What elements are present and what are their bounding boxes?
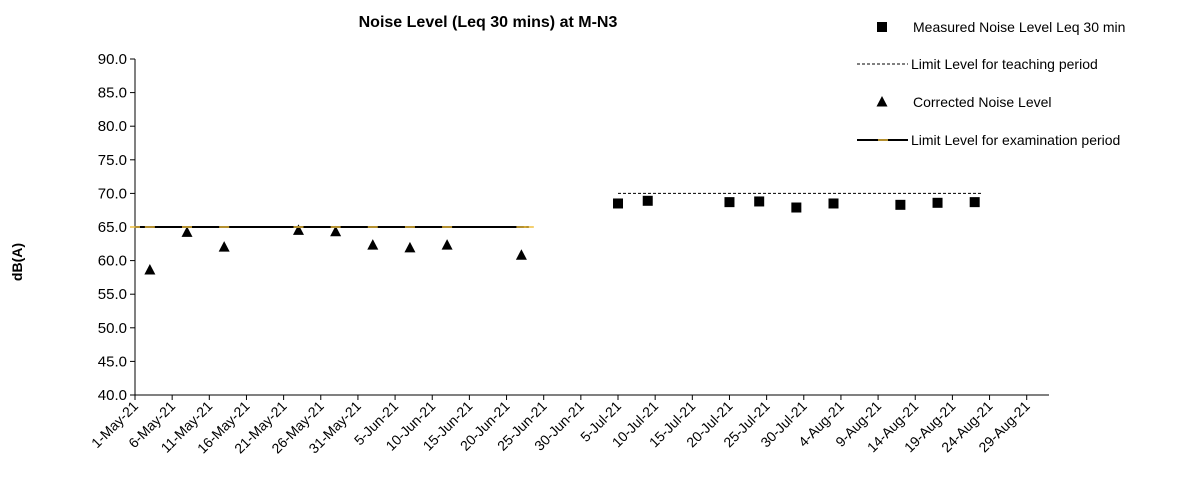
y-tick-label: 75.0 xyxy=(98,152,127,169)
legend-entry-1: Limit Level for teaching period xyxy=(857,56,1098,72)
y-axis-label: dB(A) xyxy=(9,243,25,281)
data-point xyxy=(292,224,304,235)
legend-label: Corrected Noise Level xyxy=(913,94,1052,110)
data-point xyxy=(218,241,230,252)
data-point xyxy=(367,239,379,250)
legend-marker-swatch xyxy=(877,22,887,32)
y-tick-label: 50.0 xyxy=(98,320,127,337)
y-tick-label: 65.0 xyxy=(98,219,127,236)
data-point xyxy=(404,241,416,253)
data-point xyxy=(791,202,802,213)
y-tick-label: 85.0 xyxy=(98,85,127,102)
data-point xyxy=(330,225,342,237)
data-point xyxy=(642,195,653,206)
chart-title: Noise Level (Leq 30 mins) at M-N3 xyxy=(359,14,618,31)
y-tick-label: 40.0 xyxy=(98,387,127,404)
data-point xyxy=(895,199,906,210)
series-2 xyxy=(144,224,527,275)
legend-label: Limit Level for teaching period xyxy=(911,56,1098,72)
data-point xyxy=(181,226,193,237)
legend-entry-3: Limit Level for examination period xyxy=(857,132,1120,148)
data-point xyxy=(932,197,943,208)
data-point xyxy=(969,197,980,208)
legend-label: Limit Level for examination period xyxy=(911,132,1120,148)
data-point xyxy=(754,196,765,207)
legend: Measured Noise Level Leq 30 min Limit Lev… xyxy=(857,19,1125,148)
data-point xyxy=(828,198,839,209)
y-tick-label: 80.0 xyxy=(98,118,127,135)
legend-entry-2: Corrected Noise Level xyxy=(876,94,1052,110)
y-tick-label: 45.0 xyxy=(98,353,127,370)
legend-marker-swatch xyxy=(876,96,888,107)
data-point xyxy=(144,264,156,275)
legend-entry-0: Measured Noise Level Leq 30 min xyxy=(877,19,1125,35)
data-point xyxy=(613,198,624,209)
plot-area: 40.0 45.0 50.0 55.0 60.0 65.0 70.0 75.0 80.0 85.0… xyxy=(88,51,1049,456)
data-point xyxy=(724,197,735,208)
y-tick-label: 55.0 xyxy=(98,286,127,303)
series-0 xyxy=(613,195,980,213)
y-tick-label: 60.0 xyxy=(98,253,127,270)
data-point xyxy=(441,239,453,250)
data-point xyxy=(515,249,527,260)
legend-label: Measured Noise Level Leq 30 min xyxy=(913,19,1125,35)
y-tick-label: 70.0 xyxy=(98,185,127,202)
y-tick-label: 90.0 xyxy=(98,51,127,68)
